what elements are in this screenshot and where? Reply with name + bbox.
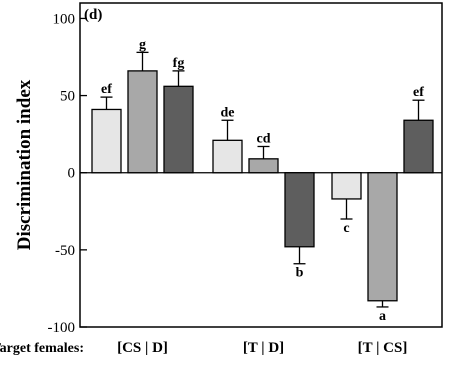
significance-label: ef xyxy=(413,85,424,100)
significance-label: fg xyxy=(173,56,185,71)
significance-label: ef xyxy=(101,82,112,97)
y-tick-label: 0 xyxy=(68,166,76,182)
y-axis-label: Discrimination index xyxy=(14,79,35,250)
bar xyxy=(163,85,194,174)
significance-label: c xyxy=(343,221,349,236)
group-labels: [CS | D] [T | D] [T | CS] xyxy=(117,340,407,356)
bar xyxy=(367,172,398,302)
group-label: [T | D] xyxy=(243,340,284,356)
y-tick-label: -50 xyxy=(55,243,75,259)
bar xyxy=(403,119,434,174)
y-tick-label: 100 xyxy=(53,11,76,27)
significance-label: a xyxy=(379,309,386,324)
panel-label: (d) xyxy=(84,7,102,23)
significance-label: g xyxy=(139,37,146,52)
bar xyxy=(248,158,279,174)
bar xyxy=(284,172,315,248)
x-axis-prefix-label: Target females: xyxy=(0,341,84,356)
group-label: [T | CS] xyxy=(358,340,408,356)
bar xyxy=(331,172,362,200)
bar xyxy=(127,70,158,174)
significance-label: b xyxy=(296,266,304,281)
y-tick-label: -100 xyxy=(48,320,76,336)
plot-frame xyxy=(79,2,443,328)
significance-labels: ef g fg de cd b c a ef xyxy=(101,37,424,324)
y-axis-ticks: 100 50 0 -50 -100 xyxy=(48,11,87,336)
bar xyxy=(91,108,122,174)
bar xyxy=(212,139,243,174)
significance-label: de xyxy=(221,105,235,120)
bars xyxy=(91,51,434,308)
group-label: [CS | D] xyxy=(117,340,168,356)
y-tick-label: 50 xyxy=(60,89,75,105)
significance-label: cd xyxy=(257,131,271,146)
